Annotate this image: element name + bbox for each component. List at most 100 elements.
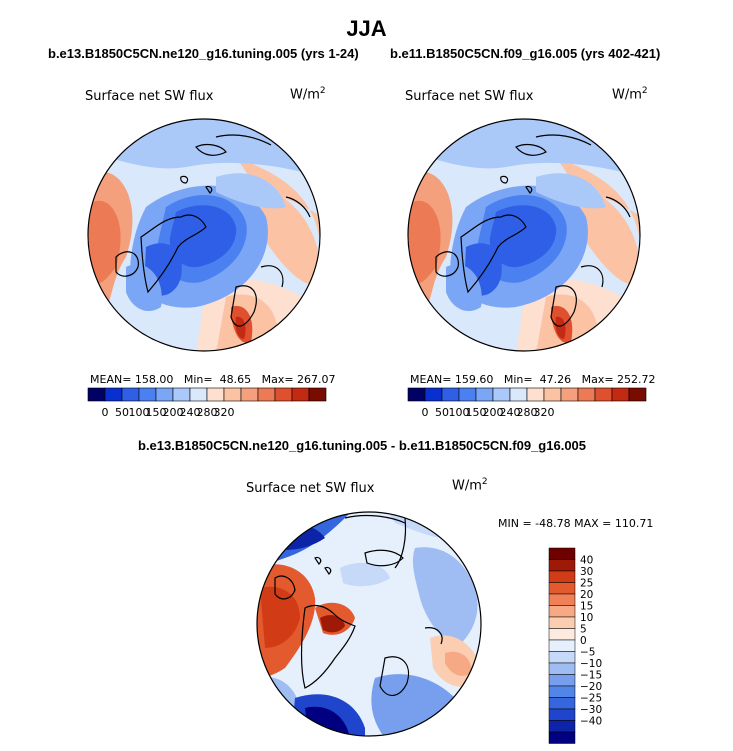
- field-region-14: [555, 316, 566, 339]
- diff-panel-title: b.e13.B1850C5CN.ne120_g16.tuning.005 - b…: [138, 438, 587, 453]
- diff-coastline-5: [394, 517, 407, 569]
- field-region-14: [235, 316, 246, 339]
- diff-colorbar-tick-label: −15: [580, 670, 602, 682]
- coastline-6: [605, 196, 631, 218]
- diff-colorbar-tick-label: −40: [580, 716, 602, 728]
- diff-colorbar-box-1: [548, 559, 576, 572]
- diff-colorbar-box-7: [548, 628, 576, 641]
- diff-colorbar-box-14: [548, 708, 576, 721]
- colorbar-box-5: [492, 387, 511, 402]
- colorbar-box-7: [526, 387, 545, 402]
- diff-colorbar-box-2: [548, 570, 576, 583]
- coastline-8: [205, 185, 213, 194]
- diff-coastline-2: [344, 514, 406, 524]
- diff-region-12: [320, 615, 345, 633]
- colorbar-tick-label: 150: [146, 406, 167, 419]
- colorbar-tick-label: 100: [129, 406, 150, 419]
- panel-1-title: b.e13.B1850C5CN.ne120_g16.tuning.005 (yr…: [48, 46, 359, 61]
- diff-colorbar-box-13: [548, 697, 576, 710]
- diff-colorbar-box-3: [548, 582, 576, 595]
- diff-colorbar-tick-label: 5: [580, 624, 587, 636]
- diff-panel-variable: Surface net SW flux: [246, 481, 375, 496]
- panel-2-variable: Surface net SW flux: [405, 89, 534, 104]
- panel-2-stats: MEAN= 159.60 Min= 47.26 Max= 252.72: [410, 373, 656, 386]
- panel-2-units: W/m2: [612, 86, 648, 103]
- colorbar-tick-label: 200: [163, 406, 184, 419]
- diff-colorbar-tick-label: 40: [580, 555, 593, 567]
- colorbar-box-8: [223, 387, 242, 402]
- coastline-0: [140, 214, 207, 294]
- diff-colorbar-tick-label: 20: [580, 589, 593, 601]
- diff-colorbar-tick-label: 0: [580, 635, 587, 647]
- colorbar-tick-label: 50: [435, 406, 449, 419]
- panel-1-variable: Surface net SW flux: [85, 89, 214, 104]
- colorbar-tick-label: 280: [517, 406, 538, 419]
- colorbar-box-2: [121, 387, 140, 402]
- map-boundary: [256, 511, 482, 737]
- colorbar-tick-label: 50: [115, 406, 129, 419]
- page-title: JJA: [346, 16, 387, 41]
- colorbar-box-0: [87, 387, 106, 402]
- coastline-8: [525, 185, 533, 194]
- diff-coastline-7: [314, 556, 322, 565]
- coastline-4: [230, 285, 257, 327]
- diff-colorbar-box-4: [548, 593, 576, 606]
- diff-colorbar-box-16: [548, 731, 576, 744]
- diff-colorbar-box-0: [548, 547, 576, 560]
- diff-region-10: [445, 651, 472, 676]
- field-region-11: [126, 264, 162, 312]
- colorbar-box-2: [441, 387, 460, 402]
- coastline-1: [435, 251, 459, 277]
- map-boundary: [407, 118, 641, 352]
- coastline-6: [285, 196, 311, 218]
- colorbar-box-4: [475, 387, 494, 402]
- diff-colorbar-tick-label: 15: [580, 601, 593, 613]
- coastline-1: [115, 251, 139, 277]
- diff-coastline-0: [301, 604, 356, 689]
- colorbar-tick-label: 320: [534, 406, 555, 419]
- field-region-1: [408, 200, 441, 284]
- colorbar-box-5: [172, 387, 191, 402]
- colorbar-box-1: [424, 387, 443, 402]
- panel-1-polar-map: [87, 118, 321, 352]
- colorbar-box-12: [611, 387, 630, 402]
- colorbar-box-3: [138, 387, 157, 402]
- colorbar-tick-label: 0: [102, 406, 109, 419]
- colorbar-box-10: [257, 387, 276, 402]
- colorbar-box-12: [291, 387, 310, 402]
- diff-colorbar-tick-label: 10: [580, 612, 593, 624]
- diff-region-3: [260, 586, 300, 648]
- colorbar-box-8: [543, 387, 562, 402]
- coastline-5: [580, 265, 604, 288]
- diff-region-7: [371, 674, 455, 736]
- diff-colorbar-tick-label: −25: [580, 693, 602, 705]
- coastline-4: [550, 285, 577, 327]
- colorbar-box-7: [206, 387, 225, 402]
- colorbar-tick-label: 150: [466, 406, 487, 419]
- diff-colorbar-box-8: [548, 639, 576, 652]
- colorbar-box-10: [577, 387, 596, 402]
- diff-colorbar-tick-label: −30: [580, 704, 602, 716]
- field-region-9: [489, 205, 557, 268]
- diff-coastline-3: [364, 549, 404, 567]
- colorbar-box-6: [189, 387, 208, 402]
- diff-colorbar-box-9: [548, 651, 576, 664]
- diff-panel-stats: MIN = -48.78 MAX = 110.71: [498, 517, 654, 530]
- diff-panel-units: W/m2: [452, 477, 488, 494]
- colorbar-box-9: [560, 387, 579, 402]
- colorbar-box-4: [155, 387, 174, 402]
- colorbar-box-1: [104, 387, 123, 402]
- field-region-1: [88, 200, 121, 284]
- field-region-11: [446, 264, 482, 312]
- diff-colorbar-box-10: [548, 662, 576, 675]
- colorbar-box-0: [407, 387, 426, 402]
- diff-colorbar-box-11: [548, 674, 576, 687]
- field-region-9: [169, 205, 237, 268]
- coastline-3: [215, 134, 272, 146]
- colorbar-tick-label: 100: [449, 406, 470, 419]
- diff-region-13: [340, 562, 390, 587]
- colorbar-box-3: [458, 387, 477, 402]
- colorbar-box-9: [240, 387, 259, 402]
